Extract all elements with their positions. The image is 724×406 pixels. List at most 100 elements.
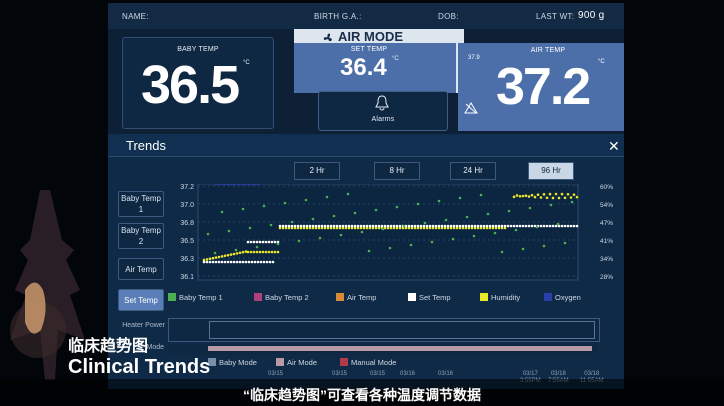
humidity-point — [464, 226, 468, 230]
set-temp-point — [530, 224, 534, 228]
trend-series-button[interactable]: Air Temp — [118, 258, 164, 280]
set-temp-point — [258, 240, 262, 244]
humidity-point — [437, 226, 441, 230]
set-temp-point — [320, 224, 324, 228]
set-temp-point — [250, 260, 254, 264]
legend-label: Humidity — [491, 293, 521, 302]
humidity-point — [341, 226, 345, 230]
baby-temp-1-point — [206, 232, 210, 236]
baby-temp-1-point — [472, 234, 476, 238]
set-temp-point — [241, 260, 245, 264]
time-range-tab[interactable]: 24 Hr — [450, 162, 496, 180]
humidity-point — [539, 196, 543, 199]
humidity-point — [383, 226, 387, 230]
device-screen: NAME: BIRTH G.A.: DOB: LAST WT: 900 g BA… — [108, 3, 624, 389]
humidity-point — [299, 226, 303, 230]
oxygen-point — [250, 184, 254, 186]
baby-temp-1-point — [374, 208, 378, 212]
time-range-tab[interactable]: 8 Hr — [374, 162, 420, 180]
humidity-point — [202, 258, 206, 262]
humidity-point — [332, 226, 336, 230]
heater-power-track — [209, 321, 595, 339]
set-temp-point — [389, 224, 393, 228]
set-temp-point — [253, 260, 257, 264]
oxygen-point — [238, 184, 242, 186]
legend-label: Baby Temp 2 — [265, 293, 309, 302]
humidity-point — [296, 226, 300, 230]
y-tick-label: 36.8 — [180, 220, 194, 227]
set-temp-point — [509, 224, 513, 228]
humidity-point — [326, 226, 330, 230]
humidity-point — [350, 226, 354, 230]
set-temp-point — [386, 224, 390, 228]
name-label: NAME: — [122, 12, 149, 21]
legend-label: Set Temp — [419, 293, 451, 302]
set-temp-point — [521, 224, 525, 228]
baby-temp-1-point — [493, 231, 497, 235]
trend-series-button[interactable]: Baby Temp 2 — [118, 223, 164, 249]
baby-temp-1-point — [514, 228, 518, 232]
x-tick-label: 03/15 — [268, 371, 284, 377]
set-temp-point — [268, 260, 272, 264]
set-temp-point — [353, 224, 357, 228]
oxygen-point — [241, 184, 245, 186]
humidity-point — [458, 226, 462, 230]
x-tick-label: 03/16 — [438, 371, 454, 377]
baby-temp-1-point — [486, 212, 490, 216]
set-temp-point — [293, 224, 297, 228]
humidity-point — [368, 226, 372, 230]
air-temp-panel[interactable]: AIR TEMP 37.9 37.2 °C — [458, 43, 624, 131]
tree-illustration — [10, 190, 85, 380]
y2-tick-label: 28% — [600, 274, 613, 281]
heater-power-label: Heater Power — [122, 322, 165, 329]
humidity-point — [554, 192, 558, 196]
set-temp-point — [560, 224, 564, 228]
set-temp-panel[interactable]: SET TEMP 36.4 °C — [294, 43, 456, 93]
subtitle-text: “临床趋势图”可查看各种温度调节数据 — [243, 387, 481, 403]
oxygen-point — [214, 184, 218, 186]
baby-temp-1-point — [304, 198, 308, 202]
baby-temp-panel[interactable]: BABY TEMP 36.5 °C — [122, 37, 274, 129]
baby-temp-1-point — [500, 250, 504, 254]
close-icon[interactable]: ✕ — [608, 138, 620, 154]
alarms-button[interactable]: Alarms — [318, 91, 448, 131]
set-temp-point — [256, 260, 260, 264]
baby-temp-1-point — [388, 246, 392, 250]
y2-tick-label: 47% — [600, 220, 613, 227]
baby-temp-1-point — [402, 224, 406, 228]
set-temp-point — [226, 260, 230, 264]
time-range-tab[interactable]: 2 Hr — [294, 162, 340, 180]
trend-series-button[interactable]: Baby Temp 1 — [118, 191, 164, 217]
trend-series-button[interactable]: Set Temp — [118, 289, 164, 311]
set-temp-point — [359, 224, 363, 228]
humidity-point — [246, 250, 250, 254]
humidity-point — [344, 226, 348, 230]
set-temp-point — [479, 224, 483, 228]
humidity-point — [575, 195, 579, 199]
set-temp-point — [311, 224, 315, 228]
humidity-point — [521, 194, 525, 198]
heater-power-box: Heater Power — [122, 318, 600, 342]
time-range-tab[interactable]: 96 Hr — [528, 162, 574, 180]
humidity-point — [398, 226, 402, 230]
humidity-point — [264, 250, 268, 254]
humidity-point — [317, 226, 321, 230]
set-temp-point — [392, 224, 396, 228]
humidity-point — [258, 250, 262, 254]
baby-temp-1-point — [283, 201, 287, 205]
set-temp-point — [335, 224, 339, 228]
humidity-point — [377, 226, 381, 230]
baby-temp-1-point — [367, 249, 371, 253]
oxygen-point — [253, 184, 257, 186]
legend-swatch — [168, 293, 176, 301]
humidity-point — [374, 226, 378, 230]
set-temp-point — [494, 224, 498, 228]
baby-temp-1-point — [262, 204, 266, 208]
set-temp-point — [434, 224, 438, 228]
baby-temp-1-point — [556, 222, 560, 226]
set-temp-point — [362, 224, 366, 228]
chart-plot-area — [197, 184, 579, 281]
set-temp-point — [264, 240, 268, 244]
baby-temp-value: 36.5 — [141, 55, 240, 115]
set-temp-point — [533, 224, 537, 228]
